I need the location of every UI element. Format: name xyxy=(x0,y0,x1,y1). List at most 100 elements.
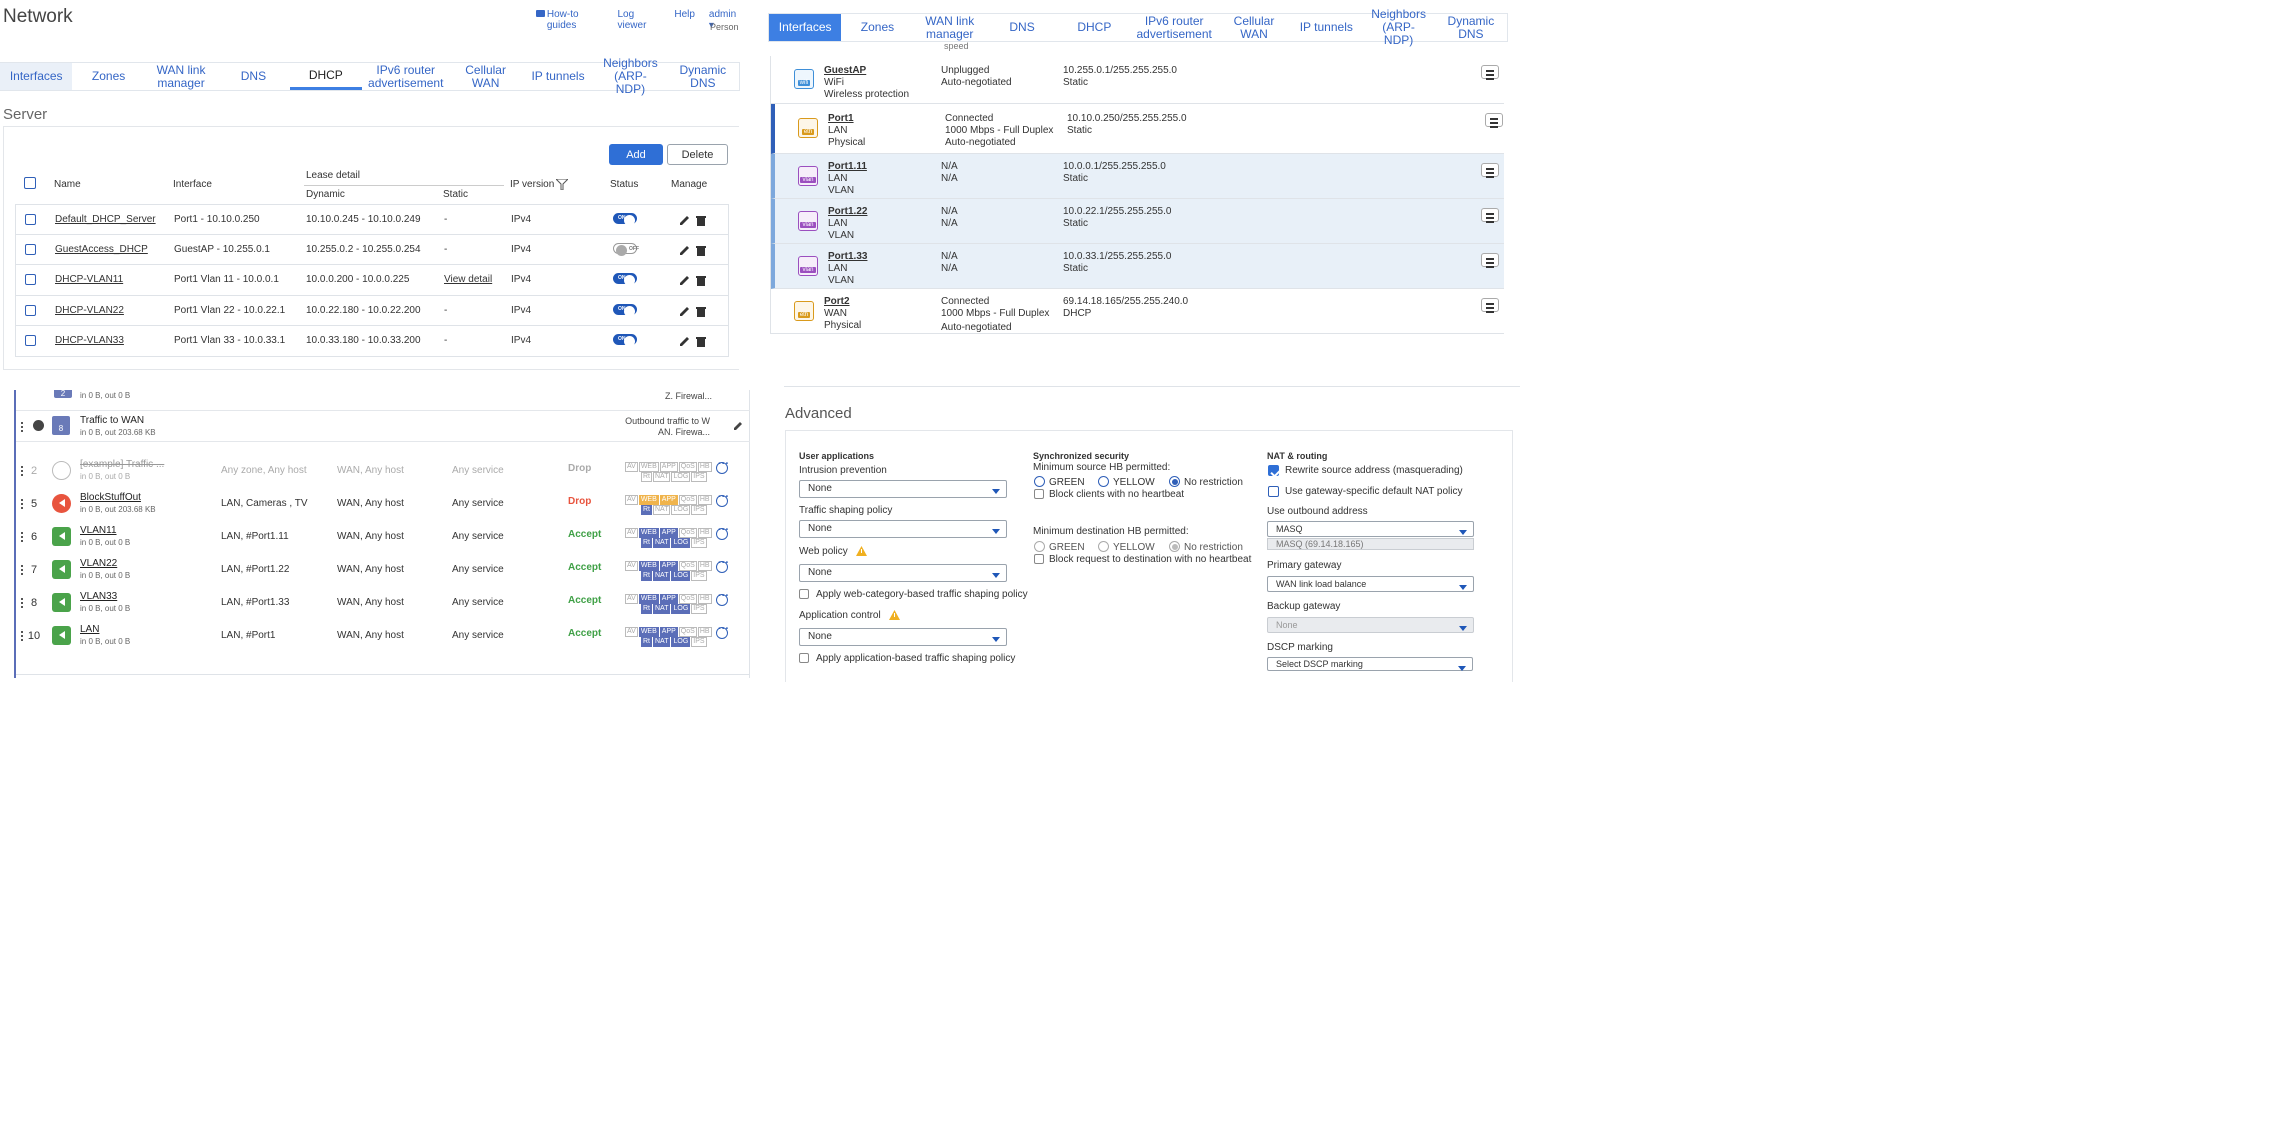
interface-name-link[interactable]: Port2 xyxy=(824,296,850,307)
row-checkbox[interactable] xyxy=(25,274,36,285)
trash-icon[interactable] xyxy=(696,214,706,229)
rewrite-source-checkbox[interactable] xyxy=(1268,465,1279,476)
row-checkbox[interactable] xyxy=(25,304,36,316)
intrusion-select[interactable]: None xyxy=(799,480,1007,498)
outbound-select[interactable]: MASQ xyxy=(1267,521,1474,537)
server-name-link[interactable]: GuestAccess_DHCP xyxy=(55,243,148,255)
tab-neighbors[interactable]: Neighbors (ARP-NDP) xyxy=(603,56,658,96)
rule-row[interactable]: 8 VLAN33 in 0 B, out 0 B LAN, #Port1.33 WAN,… xyxy=(16,586,750,619)
rule-name-link[interactable]: VLAN11 xyxy=(80,525,117,536)
source-no-restriction-radio[interactable] xyxy=(1169,476,1180,487)
view-detail-link[interactable]: View detail xyxy=(444,274,493,285)
rule-row[interactable]: 5 BlockStuffOut in 0 B, out 203.68 KB LAN, … xyxy=(16,487,750,520)
row-menu-icon[interactable] xyxy=(1485,113,1503,127)
row-menu-icon[interactable] xyxy=(1481,163,1499,177)
rule-name-link[interactable]: VLAN22 xyxy=(80,558,118,569)
rule-name-link[interactable]: LAN xyxy=(80,624,100,635)
trash-icon[interactable] xyxy=(696,335,706,350)
rule-options-icon[interactable] xyxy=(716,557,729,573)
drag-handle-icon[interactable] xyxy=(21,532,24,542)
rule-options-icon[interactable] xyxy=(716,623,729,639)
select-all-checkbox[interactable] xyxy=(24,177,36,189)
tab-dns[interactable]: DNS xyxy=(1009,20,1035,34)
interface-name-link[interactable]: Port1 xyxy=(828,113,854,124)
collapse-icon[interactable] xyxy=(33,420,44,431)
dest-green-radio[interactable] xyxy=(1034,541,1045,552)
server-name-link[interactable]: Default_DHCP_Server xyxy=(55,214,156,225)
row-menu-icon[interactable] xyxy=(1481,208,1499,222)
tab-zones[interactable]: Zones xyxy=(91,69,126,83)
rule-options-icon[interactable] xyxy=(716,491,729,507)
tab-cellular-wan[interactable]: Cellular WAN xyxy=(1233,13,1275,41)
rule-options-icon[interactable] xyxy=(716,590,729,606)
rule-row[interactable]: 6 VLAN11 in 0 B, out 0 B LAN, #Port1.11 WAN,… xyxy=(16,520,750,553)
row-checkbox[interactable] xyxy=(25,335,36,346)
dest-yellow-radio[interactable] xyxy=(1098,541,1109,552)
block-dest-checkbox[interactable] xyxy=(1034,554,1044,564)
server-name-link[interactable]: DHCP-VLAN33 xyxy=(55,335,124,346)
tab-cellular-wan[interactable]: Cellular WAN xyxy=(465,62,506,90)
admin-menu[interactable]: admin ▾ xyxy=(708,9,737,31)
trash-icon[interactable] xyxy=(696,274,706,289)
tab-zones[interactable]: Zones xyxy=(860,20,895,34)
dest-no-restriction-radio[interactable] xyxy=(1169,541,1180,552)
interface-row[interactable]: vlan Port1.11 LAN VLAN N/A N/A 10.0.0.1/255.25… xyxy=(771,154,1504,199)
tab-wan-link-manager[interactable]: WAN link manager xyxy=(156,62,206,90)
edit-icon[interactable] xyxy=(679,274,690,289)
gateway-nat-checkbox[interactable] xyxy=(1268,486,1279,497)
drag-handle-icon[interactable] xyxy=(21,598,24,608)
row-menu-icon[interactable] xyxy=(1481,65,1499,79)
status-toggle[interactable]: OFF xyxy=(613,242,639,256)
tab-neighbors[interactable]: Neighbors (ARP-NDP) xyxy=(1371,7,1426,47)
backup-gateway-select[interactable]: None xyxy=(1267,617,1474,633)
drag-handle-icon[interactable] xyxy=(21,422,24,432)
interface-row[interactable]: wifi GuestAP WiFi Wireless protection Unplug… xyxy=(771,56,1504,104)
status-toggle[interactable]: ON xyxy=(613,334,637,347)
log-viewer-link[interactable]: Log viewer xyxy=(617,9,647,31)
rule-name-link[interactable]: VLAN33 xyxy=(80,591,118,602)
status-toggle[interactable]: ON xyxy=(613,303,637,317)
delete-button[interactable]: Delete xyxy=(667,144,728,165)
interface-row[interactable]: vlan Port1.33 LAN VLAN N/A N/A 10.0.33.1/255.2… xyxy=(771,244,1504,289)
status-toggle[interactable]: ON xyxy=(613,213,637,226)
drag-handle-icon[interactable] xyxy=(21,565,24,575)
drag-handle-icon[interactable] xyxy=(21,466,24,476)
app-control-select[interactable]: None xyxy=(799,628,1007,646)
row-menu-icon[interactable] xyxy=(1481,253,1499,267)
tab-interfaces[interactable]: Interfaces xyxy=(0,63,73,90)
interface-row[interactable]: eth Port2 WAN Physical Connected 1000 Mbps - … xyxy=(771,289,1504,334)
tab-interfaces[interactable]: Interfaces xyxy=(769,14,842,41)
edit-icon[interactable] xyxy=(679,214,690,229)
trash-icon[interactable] xyxy=(696,305,706,320)
rule-row[interactable]: 7 VLAN22 in 0 B, out 0 B LAN, #Port1.22 WAN,… xyxy=(16,553,750,586)
shaping-select[interactable]: None xyxy=(799,520,1007,538)
drag-handle-icon[interactable] xyxy=(21,499,24,509)
source-yellow-radio[interactable] xyxy=(1098,476,1109,487)
source-green-radio[interactable] xyxy=(1034,476,1045,487)
dscp-select[interactable]: Select DSCP marking xyxy=(1267,657,1473,671)
web-policy-select[interactable]: None xyxy=(799,564,1007,582)
interface-row[interactable]: vlan Port1.22 LAN VLAN N/A N/A 10.0.22.1/255.2… xyxy=(771,199,1504,244)
interface-name-link[interactable]: Port1.11 xyxy=(828,161,867,172)
row-menu-icon[interactable] xyxy=(1481,298,1499,312)
edit-icon[interactable] xyxy=(679,244,690,259)
help-link[interactable]: Help xyxy=(674,9,695,20)
tab-dns[interactable]: DNS xyxy=(240,69,267,83)
tab-wan-link-manager[interactable]: WAN link manager xyxy=(925,13,975,41)
server-name-link[interactable]: DHCP-VLAN22 xyxy=(55,304,124,316)
tab-dynamic-dns[interactable]: Dynamic DNS xyxy=(679,62,727,90)
interface-name-link[interactable]: Port1.22 xyxy=(828,206,868,217)
tab-dhcp[interactable]: DHCP xyxy=(1077,20,1112,34)
rule-name-link[interactable]: BlockStuffOut xyxy=(80,492,141,503)
edit-icon[interactable] xyxy=(733,421,743,431)
rule-name-link[interactable]: [example] Traffic ... xyxy=(80,459,165,470)
tab-dynamic-dns[interactable]: Dynamic DNS xyxy=(1447,13,1495,41)
tab-dhcp[interactable]: DHCP xyxy=(289,63,363,90)
app-shaping-checkbox[interactable] xyxy=(799,653,809,663)
status-toggle[interactable]: ON xyxy=(613,273,637,286)
interface-row[interactable]: eth Port1 LAN Physical Connected 1000 Mbps - … xyxy=(771,104,1504,154)
rule-options-icon[interactable] xyxy=(716,458,729,474)
how-to-guides-link[interactable]: How-to guides xyxy=(546,9,579,31)
web-shaping-checkbox[interactable] xyxy=(799,589,809,599)
tab-ipv6-router[interactable]: IPv6 router advertisement xyxy=(368,62,444,90)
